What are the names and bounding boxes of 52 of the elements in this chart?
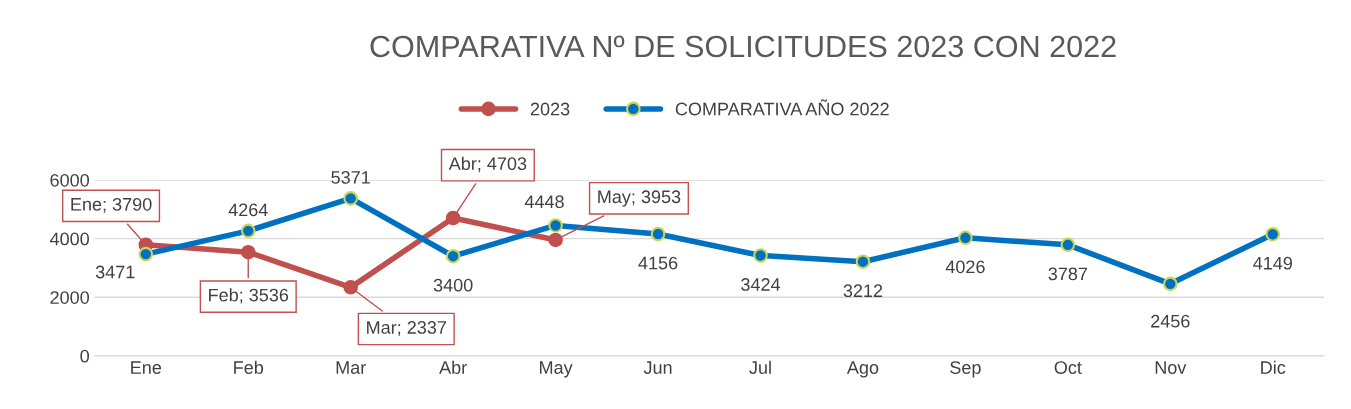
data-label: Mar; 2337: [367, 321, 446, 336]
data-label: 4264: [228, 203, 268, 217]
data-label: 2456: [1151, 314, 1190, 328]
point: [445, 248, 461, 264]
legend-label: 2023: [530, 102, 570, 116]
data-label: May; 3953: [598, 190, 681, 207]
data-label: Feb; 3536: [209, 288, 289, 304]
data-label: 5371: [331, 171, 370, 184]
data-label: Abr; 4703: [448, 156, 527, 173]
point: [1060, 237, 1076, 253]
data-label: 4448: [524, 195, 564, 209]
x-tick-label: Ene: [131, 361, 162, 374]
point: [138, 246, 154, 262]
x-tick-label: Nov: [1155, 361, 1187, 374]
x-tick-label: May: [540, 361, 573, 378]
y-tick-label: 0: [80, 349, 89, 363]
point: [753, 248, 768, 263]
x-tick-label: Feb: [234, 360, 264, 374]
x-tick-label: Mar: [336, 361, 366, 374]
x-tick-label: Jun: [643, 361, 672, 374]
point: [343, 280, 358, 295]
point: [548, 232, 563, 248]
point: [548, 218, 563, 233]
x-tick-label: Jul: [749, 360, 771, 374]
data-label: 4156: [638, 256, 678, 270]
data-label: 3787: [1048, 267, 1088, 281]
point: [445, 210, 461, 226]
point: [855, 254, 871, 269]
data-label: 4149: [1253, 256, 1292, 270]
x-tick-label: Abr: [439, 360, 467, 374]
data-label: 3424: [741, 278, 781, 291]
y-tick-label: 6000: [50, 173, 90, 187]
data-label: 4026: [945, 260, 985, 274]
point: [343, 191, 358, 206]
data-label: 3471: [95, 265, 135, 279]
point: [1265, 226, 1281, 242]
point: [1163, 276, 1178, 292]
data-label: 3400: [433, 278, 473, 292]
y-tick-label: 4000: [49, 232, 90, 246]
x-tick-label: Oct: [1054, 361, 1082, 374]
data-label: Ene; 3790: [71, 197, 152, 213]
point: [240, 244, 256, 260]
x-tick-label: Sep: [950, 361, 981, 378]
legend-label: COMPARATIVA AÑO 2022: [675, 99, 889, 116]
point: [958, 230, 973, 246]
point: [650, 226, 666, 242]
chart-title: COMPARATIVA Nº DE SOLICITUDES 2023 CON 2022: [370, 35, 1116, 58]
x-tick-label: Ago: [846, 361, 879, 378]
point: [240, 223, 256, 239]
y-tick-label: 2000: [50, 291, 90, 304]
data-label: 3212: [843, 284, 883, 298]
x-tick-label: Dic: [1261, 360, 1286, 374]
